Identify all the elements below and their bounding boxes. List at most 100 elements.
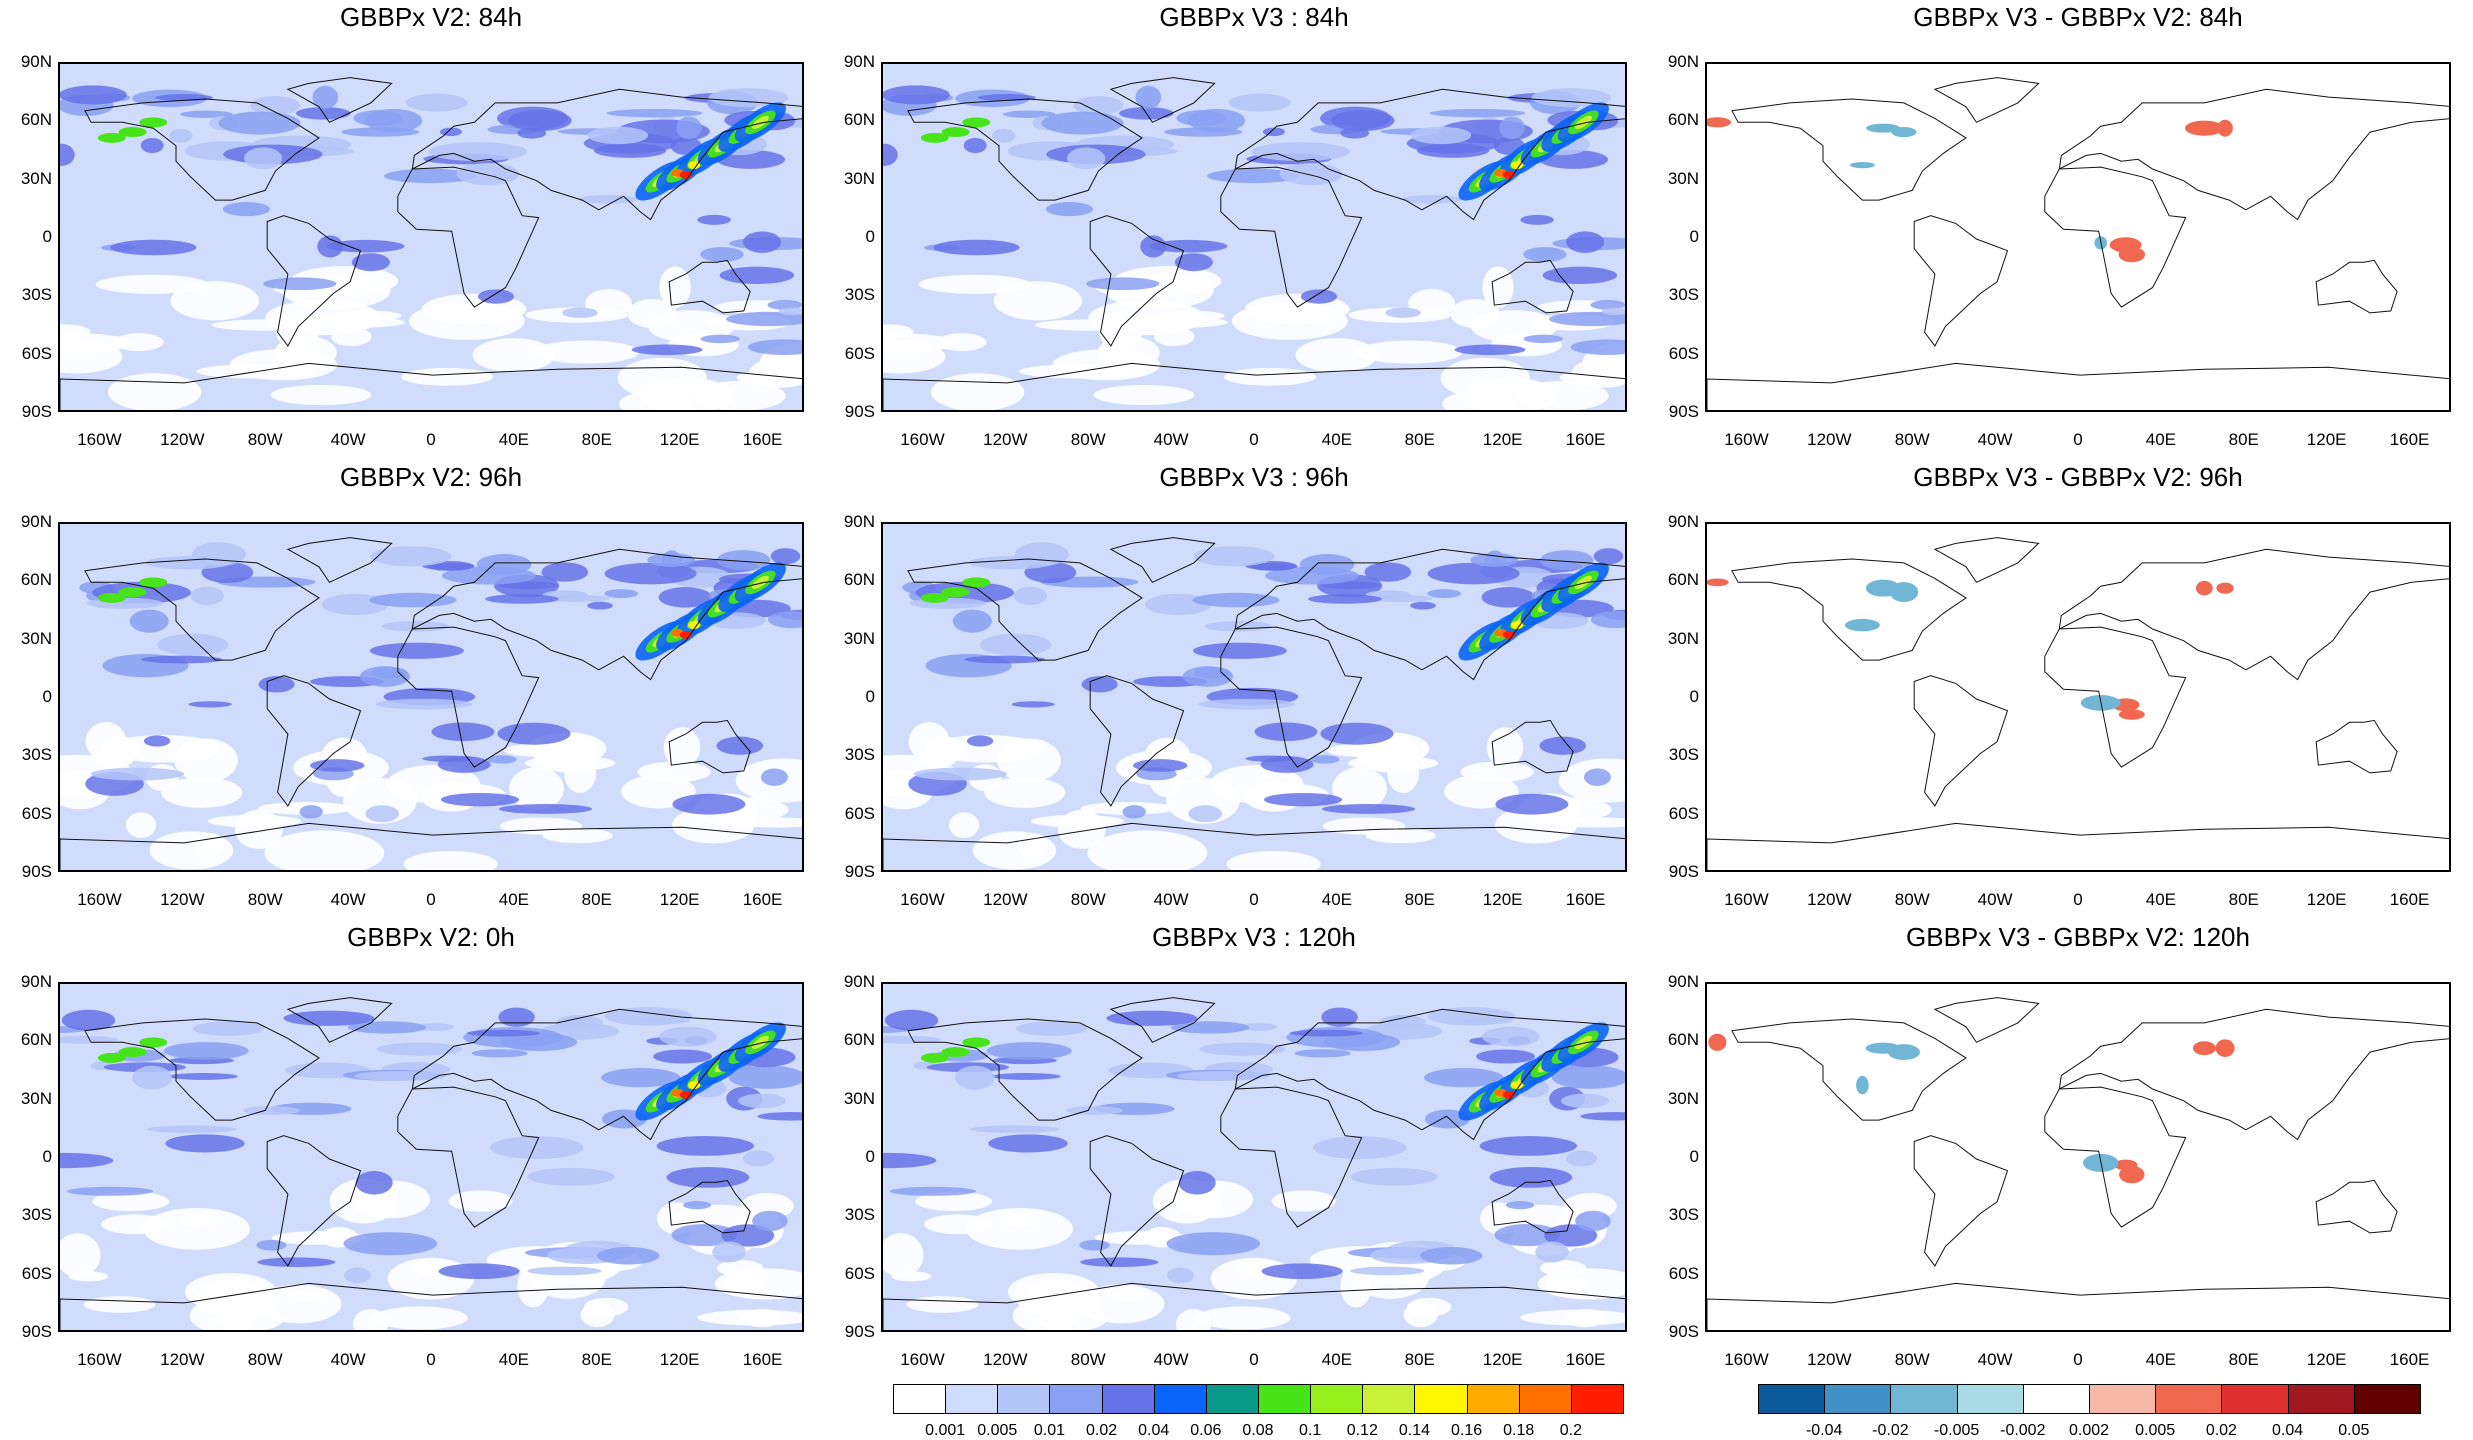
colorbar-swatch (2022, 1384, 2090, 1414)
lat-tick-label: 30N (20, 1088, 52, 1108)
lon-tick-label: 0 (426, 1350, 436, 1369)
colorbar-swatch (1414, 1384, 1468, 1414)
panel-title: GBBPx V3 - GBBPx V2: 120h (1906, 922, 2250, 952)
lon-tick-label: 160E (1565, 430, 1606, 449)
colorbar-swatch (945, 1384, 999, 1414)
lon-tick-label: 0 (2073, 1350, 2083, 1369)
lat-tick-label: 60S (21, 803, 52, 823)
colorbar-label: 0.18 (1503, 1422, 1535, 1439)
lat-tick-label: 30N (20, 628, 52, 648)
colorbar-swatch (1570, 1384, 1624, 1414)
lat-tick-label: 60S (21, 1263, 52, 1283)
lon-tick-label: 40W (1977, 1350, 2013, 1369)
colorbar-swatch (1258, 1384, 1312, 1414)
colorbar-swatch (1466, 1384, 1520, 1414)
lat-tick-label: 60N (1667, 110, 1699, 130)
panel-title: GBBPx V3 - GBBPx V2: 84h (1913, 2, 2243, 32)
lon-tick-label: 80W (1070, 430, 1106, 449)
lat-tick-label: 0 (42, 687, 52, 706)
map-frame (881, 982, 1627, 1332)
lat-tick-label: 90N (843, 972, 875, 991)
lon-tick-label: 40E (2145, 430, 2176, 449)
panel-title: GBBPx V3 : 96h (1159, 462, 1349, 492)
lat-tick-label: 90N (1667, 512, 1699, 531)
map-frame (58, 62, 804, 412)
lon-tick-label: 80E (1404, 890, 1435, 909)
lat-tick-label: 60S (1668, 343, 1699, 363)
colorbar-label: 0.005 (977, 1422, 1018, 1439)
lon-tick-label: 160E (1565, 1350, 1606, 1369)
lon-tick-label: 40W (1153, 430, 1189, 449)
lon-tick-label: 120E (659, 890, 700, 909)
colorbar-swatch (1310, 1384, 1364, 1414)
lon-tick-label: 40E (1321, 890, 1352, 909)
lon-tick-label: 40W (330, 430, 366, 449)
colorbar-label: 0.08 (1242, 1422, 1274, 1439)
lat-tick-label: 90S (844, 862, 875, 881)
map-field (883, 64, 1625, 410)
lon-tick-label: 120E (2306, 1350, 2347, 1369)
lon-tick-label: 40E (2145, 1350, 2176, 1369)
lon-tick-label: 40E (498, 1350, 529, 1369)
lon-tick-label: 120E (1482, 430, 1523, 449)
lat-tick-label: 30S (21, 745, 52, 765)
lon-tick-label: 80W (1070, 1350, 1106, 1369)
colorbar-label: 0.12 (1346, 1422, 1378, 1439)
lat-tick-label: 0 (42, 227, 52, 246)
lon-tick-label: 40W (1977, 890, 2013, 909)
lat-tick-label: 30S (1668, 285, 1699, 305)
lat-tick-label: 90N (843, 52, 875, 71)
map-field (1707, 77, 2449, 410)
lat-tick-label: 30S (844, 745, 875, 765)
colorbar-swatch (1890, 1384, 1958, 1414)
colorbar-label: 0.02 (1085, 1422, 1118, 1439)
lon-tick-label: 40E (1321, 430, 1352, 449)
lat-tick-label: 90N (1667, 52, 1699, 71)
lon-tick-label: 80E (581, 1350, 612, 1369)
colorbar-swatch (2089, 1384, 2157, 1414)
lon-tick-label: 80E (1404, 1350, 1435, 1369)
colorbar-label: -0.002 (2000, 1422, 2046, 1439)
lon-tick-label: 80W (1894, 890, 1930, 909)
lon-tick-label: 160E (2389, 430, 2430, 449)
lon-tick-label: 160W (77, 1350, 122, 1369)
lat-tick-label: 0 (865, 227, 875, 246)
lon-tick-label: 80W (247, 890, 283, 909)
lon-tick-label: 80E (2228, 890, 2259, 909)
lat-tick-label: 60N (20, 570, 52, 590)
map-field (60, 524, 802, 870)
panel-title: GBBPx V3 : 84h (1159, 2, 1349, 32)
lon-tick-label: 80E (581, 890, 612, 909)
lat-tick-label: 30N (1667, 628, 1699, 648)
lat-tick-label: 30S (844, 1205, 875, 1225)
lon-tick-label: 120E (1482, 890, 1523, 909)
lon-tick-label: 160E (1565, 890, 1606, 909)
lon-tick-label: 40W (1153, 1350, 1189, 1369)
lon-tick-label: 0 (426, 430, 436, 449)
panel-title: GBBPx V2: 84h (339, 2, 523, 32)
colorbar-label: 0.05 (2338, 1422, 2370, 1439)
lon-tick-label: 80W (1894, 430, 1930, 449)
lat-tick-label: 0 (865, 687, 875, 706)
lat-tick-label: 60S (844, 803, 875, 823)
lat-tick-label: 30S (1668, 745, 1699, 765)
lon-tick-label: 120W (983, 1350, 1028, 1369)
colorbar-swatch (1758, 1384, 1826, 1414)
panel-title: GBBPx V2: 0h (347, 922, 515, 952)
colorbar-swatch (1518, 1384, 1572, 1414)
lon-tick-label: 120E (2306, 890, 2347, 909)
lon-tick-label: 160W (900, 890, 945, 909)
lat-tick-label: 30S (1668, 1205, 1699, 1225)
lat-tick-label: 90S (844, 1322, 875, 1341)
colorbar-label: 0.04 (1138, 1422, 1170, 1439)
lon-tick-label: 160W (900, 430, 945, 449)
colorbar-swatch (1101, 1384, 1155, 1414)
lon-tick-label: 80W (247, 430, 283, 449)
lon-tick-label: 0 (1249, 890, 1259, 909)
lon-tick-label: 120W (983, 890, 1028, 909)
lat-tick-label: 60N (843, 1030, 875, 1050)
panel-title: GBBPx V2: 96h (339, 462, 523, 492)
lat-tick-label: 90N (20, 512, 52, 531)
lat-tick-label: 90S (1668, 1322, 1699, 1341)
lon-tick-label: 0 (426, 890, 436, 909)
